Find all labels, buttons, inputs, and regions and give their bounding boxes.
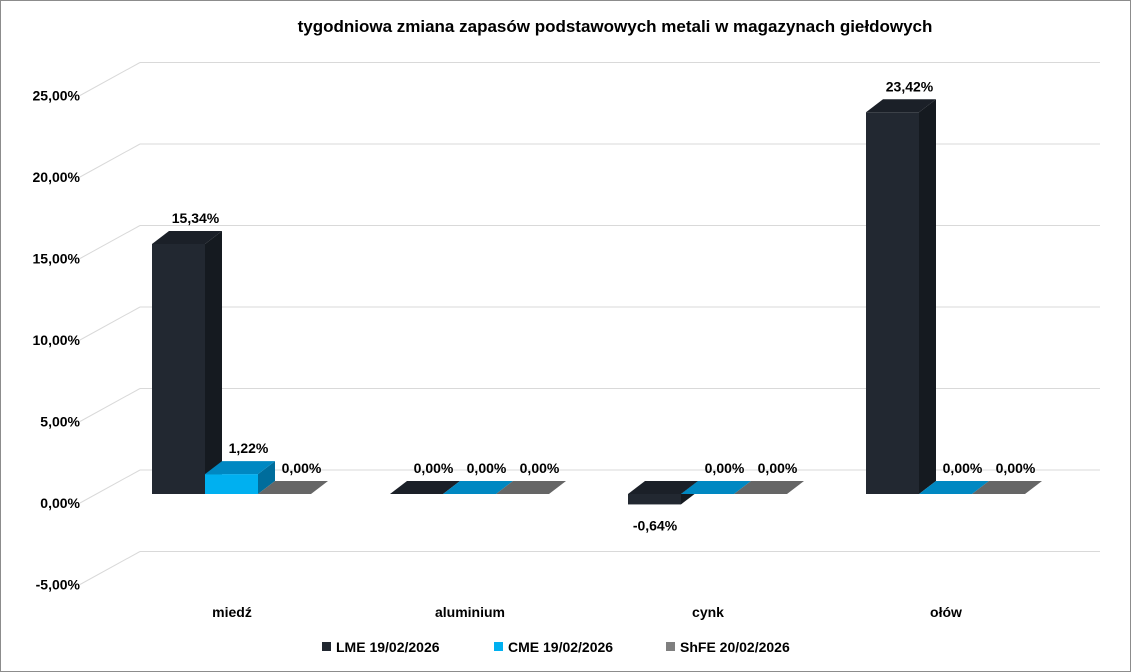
bar-top <box>866 99 936 113</box>
bar-1-3 <box>919 481 989 494</box>
bar-2-3 <box>972 481 1042 494</box>
gridline-side <box>79 143 141 178</box>
y-tick-label: 0,00% <box>40 495 80 511</box>
chart-title: tygodniowa zmiana zapasów podstawowych m… <box>298 17 933 36</box>
bar-top <box>205 461 275 475</box>
y-tick-label: 25,00% <box>33 88 81 104</box>
gridline-side <box>79 551 141 585</box>
bar-side <box>919 99 936 494</box>
y-tick-label: 5,00% <box>40 414 80 430</box>
data-label: 23,42% <box>886 78 934 94</box>
y-tick-label: 10,00% <box>33 332 81 348</box>
bar-top <box>628 481 698 494</box>
bar-side <box>205 230 222 494</box>
gridline-side <box>79 62 141 96</box>
data-label: 0,00% <box>414 460 454 476</box>
legend-swatch <box>666 642 675 651</box>
bar-top <box>972 481 1042 494</box>
x-category-label: aluminium <box>435 604 505 620</box>
legend-swatch <box>494 642 503 651</box>
gridline-side <box>79 469 141 504</box>
x-category-label: cynk <box>692 604 724 620</box>
bar-top <box>390 481 460 494</box>
data-label: 0,00% <box>282 460 322 476</box>
bar-front <box>152 243 205 494</box>
y-tick-label: 15,00% <box>33 251 81 267</box>
data-label: 15,34% <box>172 210 220 226</box>
bar-0-3 <box>866 99 936 494</box>
legend-label: ShFE 20/02/2026 <box>680 639 790 655</box>
y-tick-label: -5,00% <box>36 577 81 593</box>
data-label: 0,00% <box>996 460 1036 476</box>
bar-top <box>258 481 328 494</box>
data-label: 0,00% <box>758 460 798 476</box>
bar-1-0 <box>205 461 275 494</box>
gridline-side <box>79 306 141 341</box>
x-category-label: miedź <box>212 604 252 620</box>
bar-front <box>866 112 919 494</box>
x-category-label: ołów <box>930 604 962 620</box>
bar-top <box>152 230 222 244</box>
data-label: 0,00% <box>467 460 507 476</box>
gridline-side <box>79 388 141 422</box>
bar-2-1 <box>496 481 566 494</box>
bar-front <box>205 474 258 494</box>
bar-1-2 <box>681 481 751 494</box>
data-label: 0,00% <box>705 460 745 476</box>
y-tick-label: 20,00% <box>33 169 81 185</box>
bar-1-1 <box>443 481 513 494</box>
bar-side <box>258 461 275 494</box>
bar-top <box>734 481 804 494</box>
data-label: 0,00% <box>943 460 983 476</box>
bar-top <box>443 481 513 494</box>
bar-0-0 <box>152 230 222 494</box>
bar-2-0 <box>258 481 328 494</box>
bar-front <box>628 494 681 505</box>
legend-swatch <box>322 642 331 651</box>
bar-top <box>919 481 989 494</box>
bar-2-2 <box>734 481 804 494</box>
data-label: 1,22% <box>229 440 269 456</box>
legend-label: LME 19/02/2026 <box>336 639 440 655</box>
legend-label: CME 19/02/2026 <box>508 639 613 655</box>
bar-top <box>496 481 566 494</box>
data-label: 0,00% <box>520 460 560 476</box>
bar-0-1 <box>390 481 460 494</box>
bar-top <box>681 481 751 494</box>
gridline-side <box>79 225 141 259</box>
data-label: -0,64% <box>633 517 678 533</box>
